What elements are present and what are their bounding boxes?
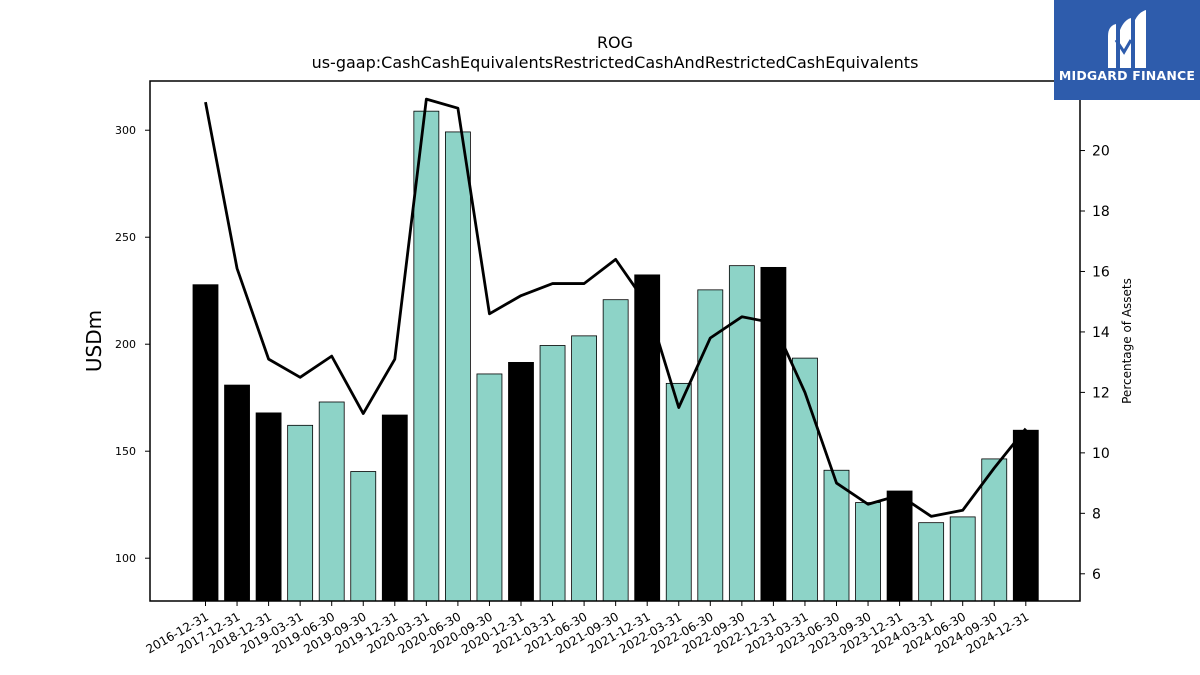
bar-2019-06-30 [318, 401, 345, 602]
chart-title: ROG [597, 33, 633, 52]
bar-2024-03-31 [918, 522, 945, 602]
y-tick-label-200: 200 [115, 338, 136, 351]
bar-2022-12-31 [760, 266, 787, 602]
y-axis-label: USDm [82, 310, 106, 372]
y2-tick-label-18: 18 [1092, 204, 1110, 220]
bar-2023-09-30 [855, 502, 881, 602]
y2-tick-label-6: 6 [1092, 567, 1101, 583]
bar-2020-12-31 [508, 361, 534, 602]
bar-2021-03-31 [539, 345, 566, 602]
chart-subtitle: us-gaap:CashCashEquivalentsRestrictedCas… [312, 53, 919, 72]
bar-2016-12-31 [192, 284, 219, 602]
logo-mark-icon [1108, 10, 1146, 68]
bar-2023-12-31 [886, 490, 913, 602]
bar-2019-03-31 [287, 424, 314, 602]
y2-tick-label-12: 12 [1092, 385, 1110, 401]
bar-2023-03-31 [792, 357, 818, 602]
bar-2020-06-30 [444, 131, 471, 602]
y-tick-label-150: 150 [115, 445, 136, 458]
x-axis: 2016-12-312017-12-312018-12-312019-03-31… [144, 601, 1031, 656]
bar-2019-09-30 [350, 471, 377, 602]
bar-2021-09-30 [602, 299, 629, 602]
y2-tick-label-14: 14 [1092, 325, 1110, 341]
y-tick-label-300: 300 [115, 124, 136, 137]
left-axis: 100 150 200 250 300 [115, 124, 150, 565]
bars-layer [192, 110, 1039, 602]
bar-2020-03-31 [413, 110, 440, 602]
right-axis: 6 8 10 12 14 16 18 20 [1080, 144, 1110, 583]
bar-2023-06-30 [823, 469, 850, 602]
y2-tick-label-20: 20 [1092, 144, 1110, 160]
y2-tick-label-10: 10 [1092, 446, 1110, 462]
percentage-of-assets-line [204, 97, 1027, 518]
bar-2021-06-30 [571, 335, 597, 602]
y2-tick-label-16: 16 [1092, 264, 1110, 280]
bar-2019-12-31 [381, 414, 408, 602]
y2-axis-label: Percentage of Assets [1120, 278, 1134, 404]
y2-tick-label-8: 8 [1092, 506, 1101, 522]
bar-2024-06-30 [949, 516, 976, 602]
bar-2018-12-31 [255, 412, 282, 602]
bar-2022-03-31 [665, 382, 692, 602]
plot-frame [149, 80, 1081, 602]
bar-2022-06-30 [697, 289, 724, 602]
brand-name: MIDGARD FINANCE [1058, 68, 1196, 83]
brand-logo: MIDGARD FINANCE [1054, 0, 1200, 100]
bar-2020-09-30 [476, 373, 503, 602]
y-tick-label-100: 100 [115, 552, 136, 565]
bar-2017-12-31 [224, 384, 250, 602]
line-layer [204, 97, 1027, 518]
bar-2021-12-31 [634, 274, 661, 602]
y-tick-label-250: 250 [115, 231, 136, 244]
bar-2024-12-31 [1012, 429, 1039, 602]
